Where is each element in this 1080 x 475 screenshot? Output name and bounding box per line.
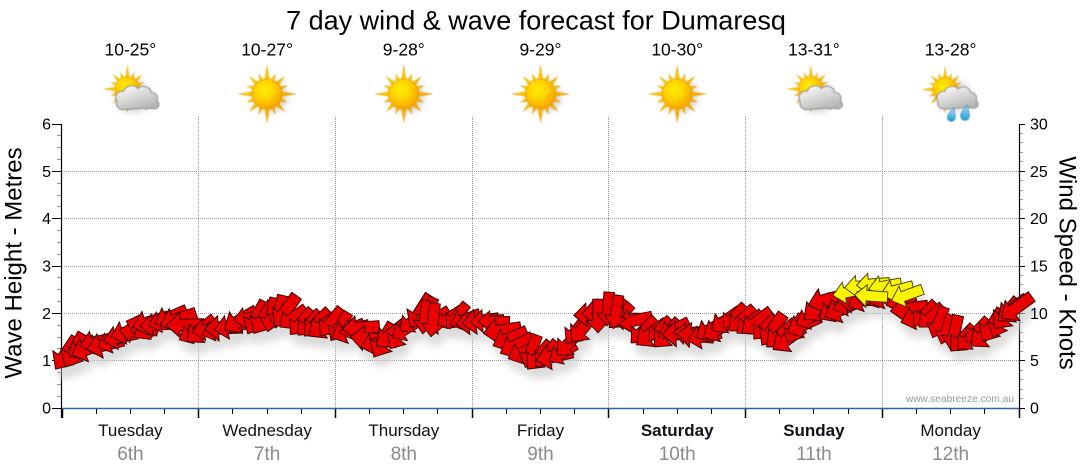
svg-text:Wind Speed - Knots: Wind Speed - Knots [1054, 156, 1080, 369]
svg-text:Sunday: Sunday [783, 421, 845, 440]
svg-text:12th: 12th [932, 444, 969, 465]
svg-text:8th: 8th [391, 444, 417, 465]
svg-text:10th: 10th [659, 444, 696, 465]
svg-text:2: 2 [42, 306, 51, 323]
svg-text:10: 10 [1030, 306, 1048, 323]
svg-text:5: 5 [1030, 353, 1039, 370]
svg-text:0: 0 [42, 401, 51, 418]
svg-text:0: 0 [1030, 401, 1039, 418]
svg-text:7th: 7th [254, 444, 280, 465]
svg-text:13-28°: 13-28° [925, 40, 977, 60]
svg-text:9-29°: 9-29° [519, 40, 561, 60]
svg-text:Thursday: Thursday [368, 421, 439, 440]
svg-text:7 day wind & wave forecast for: 7 day wind & wave forecast for Dumaresq [286, 6, 786, 36]
svg-text:25: 25 [1030, 164, 1048, 181]
svg-text:1: 1 [42, 353, 51, 370]
svg-text:Friday: Friday [517, 421, 565, 440]
svg-text:9th: 9th [527, 444, 553, 465]
svg-text:6: 6 [42, 117, 51, 134]
svg-text:30: 30 [1030, 117, 1048, 134]
svg-text:10-27°: 10-27° [241, 40, 293, 60]
svg-text:Tuesday: Tuesday [98, 421, 163, 440]
svg-text:Wave Height - Metres: Wave Height - Metres [1, 147, 28, 378]
svg-text:Wednesday: Wednesday [222, 421, 312, 440]
svg-text:13-31°: 13-31° [788, 40, 840, 60]
svg-text:9-28°: 9-28° [383, 40, 425, 60]
svg-text:5: 5 [42, 164, 51, 181]
svg-text:3: 3 [42, 259, 51, 276]
svg-text:4: 4 [42, 211, 51, 228]
svg-text:10-30°: 10-30° [651, 40, 703, 60]
svg-text:Monday: Monday [920, 421, 981, 440]
svg-text:www.seabreeze.com.au: www.seabreeze.com.au [905, 394, 1014, 405]
svg-text:11th: 11th [796, 444, 832, 465]
svg-text:15: 15 [1030, 259, 1048, 276]
svg-text:10-25°: 10-25° [105, 40, 157, 60]
svg-text:Saturday: Saturday [641, 421, 714, 440]
svg-text:20: 20 [1030, 211, 1048, 228]
svg-text:6th: 6th [117, 444, 143, 465]
